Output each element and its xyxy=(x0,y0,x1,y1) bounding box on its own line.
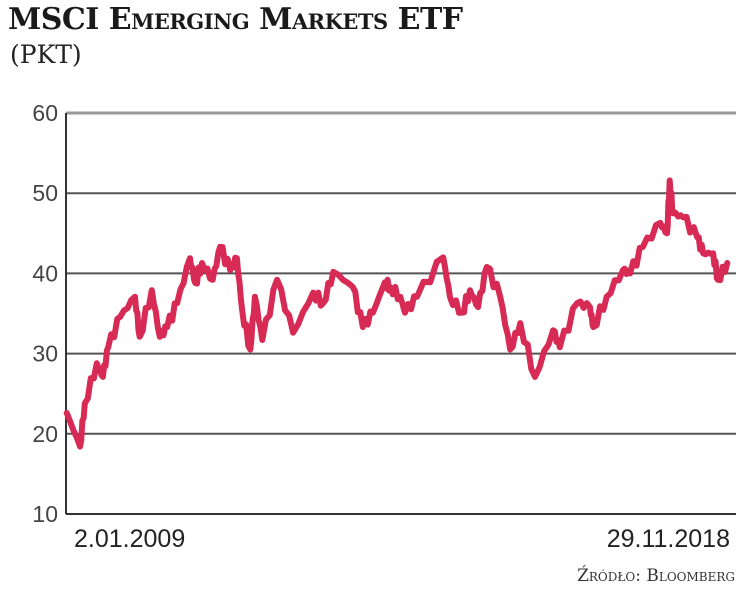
y-tick-label: 60 xyxy=(32,100,58,126)
chart-title: MSCI Emerging Markets ETF xyxy=(8,2,463,37)
x-tick-label: 29.11.2018 xyxy=(607,525,730,553)
y-tick-label: 30 xyxy=(32,341,58,367)
chart-subtitle: (PKT) xyxy=(10,40,82,69)
y-tick-label: 20 xyxy=(32,421,58,447)
source-note: Źródło: Bloomberg xyxy=(577,566,735,586)
y-tick-label: 10 xyxy=(32,501,58,527)
series-line xyxy=(63,177,731,450)
y-tick-label: 40 xyxy=(32,260,58,286)
y-tick-label: 50 xyxy=(32,180,58,206)
x-tick-label: 2.01.2009 xyxy=(74,525,185,553)
